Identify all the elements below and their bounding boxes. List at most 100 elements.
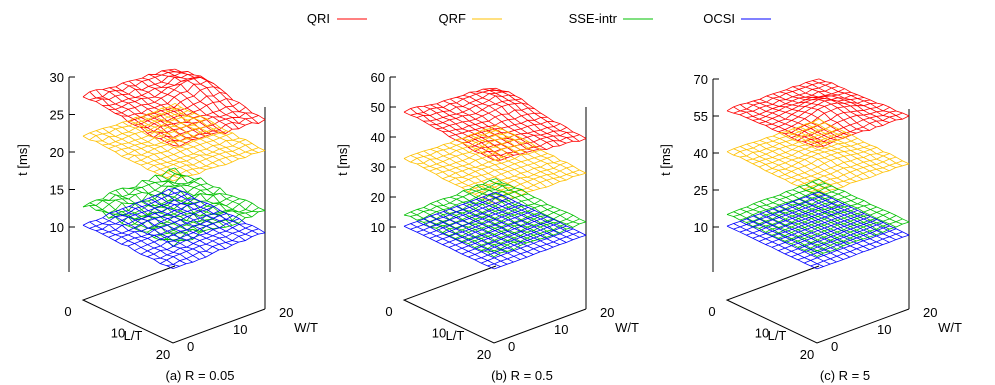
mesh-line — [797, 212, 890, 248]
mesh-line — [468, 222, 561, 258]
mesh-line — [174, 187, 266, 234]
mesh-line — [489, 193, 580, 238]
mesh-line — [816, 163, 910, 196]
mesh-line — [161, 70, 253, 124]
mesh-line — [155, 111, 246, 159]
mesh-line — [128, 80, 220, 133]
mesh-line — [166, 228, 259, 267]
mesh-line — [799, 126, 890, 172]
mesh-line — [135, 117, 226, 166]
mesh-line — [487, 134, 580, 158]
mesh-line — [89, 91, 180, 147]
mesh-line — [797, 225, 890, 261]
mesh-line — [442, 107, 535, 132]
mesh-line — [161, 175, 253, 218]
surface-qri — [726, 78, 910, 148]
mesh-line — [147, 218, 240, 258]
mesh-line — [784, 147, 877, 180]
x-axis-label: L/T — [446, 328, 465, 343]
z-tick-label: 25 — [50, 108, 64, 123]
mesh-line — [482, 196, 574, 241]
y-tick-label: 0 — [831, 339, 838, 354]
y-axis-label: W/T — [615, 320, 639, 335]
mesh-line — [816, 115, 910, 148]
mesh-line — [489, 180, 580, 225]
mesh-line — [148, 197, 239, 243]
mesh-line — [474, 126, 567, 152]
surface-ocsi — [726, 191, 910, 270]
mesh-line — [140, 98, 233, 129]
mesh-line — [153, 106, 246, 138]
surface-panel-c: t [ms] L/T W/T (c) R = 5 10 25 40 55 70 0 10 20… — [658, 72, 962, 383]
mesh-line — [812, 181, 903, 225]
z-tick-label: 50 — [371, 100, 385, 115]
panel-caption: (c) R = 5 — [820, 368, 870, 383]
z-axis-label: t [ms] — [658, 144, 673, 176]
mesh-line — [786, 89, 877, 128]
mesh-line — [495, 191, 587, 236]
z-axis-label: t [ms] — [15, 144, 30, 176]
mesh-line — [160, 202, 253, 241]
z-tick-label: 10 — [694, 220, 708, 235]
mesh-line — [159, 225, 253, 264]
mesh-line — [799, 85, 890, 123]
mesh-line — [495, 178, 587, 223]
mesh-line — [140, 132, 233, 166]
x-tick-label: 20 — [800, 347, 814, 362]
mesh-line — [174, 102, 266, 152]
z-tick-label: 55 — [694, 109, 708, 124]
surface-ocsi — [82, 187, 266, 270]
mesh-line — [792, 201, 883, 245]
mesh-line — [482, 129, 573, 178]
z-tick-label: 30 — [50, 70, 64, 85]
z-tick-label: 15 — [50, 183, 64, 198]
mesh-line — [147, 137, 240, 170]
mesh-line — [804, 156, 897, 190]
y-tick-label: 20 — [923, 305, 937, 320]
mesh-line — [135, 202, 226, 250]
z-tick-label: 10 — [371, 220, 385, 235]
surface-qri — [403, 87, 587, 161]
legend-label: SSE-intr — [569, 11, 618, 26]
y-tick-label: 20 — [279, 305, 293, 320]
x-tick-label: 0 — [708, 304, 715, 319]
mesh-line — [461, 206, 555, 242]
surface-ocsi — [403, 191, 587, 270]
floor-outline — [725, 265, 910, 344]
mesh-line — [115, 76, 208, 114]
mesh-line — [810, 112, 903, 146]
mesh-line — [791, 151, 884, 184]
mesh-line — [481, 214, 574, 251]
mesh-line — [778, 216, 871, 252]
mesh-line — [449, 208, 541, 253]
mesh-line — [82, 205, 174, 248]
mesh-line — [487, 218, 580, 253]
mesh-line — [469, 188, 560, 234]
mesh-line — [487, 231, 580, 267]
legend-label: OCSI — [703, 11, 735, 26]
mesh-line — [779, 194, 870, 238]
mesh-line — [489, 88, 580, 142]
mesh-line — [810, 160, 903, 193]
x-tick-label: 10 — [432, 326, 446, 341]
mesh-line — [172, 150, 266, 182]
mesh-line — [772, 208, 864, 253]
surface-sse-intr — [403, 178, 587, 258]
mesh-line — [174, 68, 266, 120]
mesh-line — [481, 131, 574, 154]
mesh-line — [89, 107, 182, 141]
legend: QRI QRF SSE-intr OCSI — [307, 11, 771, 26]
y-tick-label: 0 — [508, 339, 515, 354]
mesh-line — [818, 118, 910, 165]
mesh-line — [128, 206, 220, 251]
mesh-line — [805, 123, 896, 168]
z-tick-label: 20 — [50, 145, 64, 160]
mesh-line — [818, 78, 910, 117]
mesh-line — [455, 216, 548, 252]
mesh-line — [784, 219, 878, 255]
mesh-line — [102, 74, 195, 106]
mesh-line — [480, 228, 574, 264]
mesh-line — [495, 125, 587, 174]
mesh-line — [463, 137, 554, 185]
